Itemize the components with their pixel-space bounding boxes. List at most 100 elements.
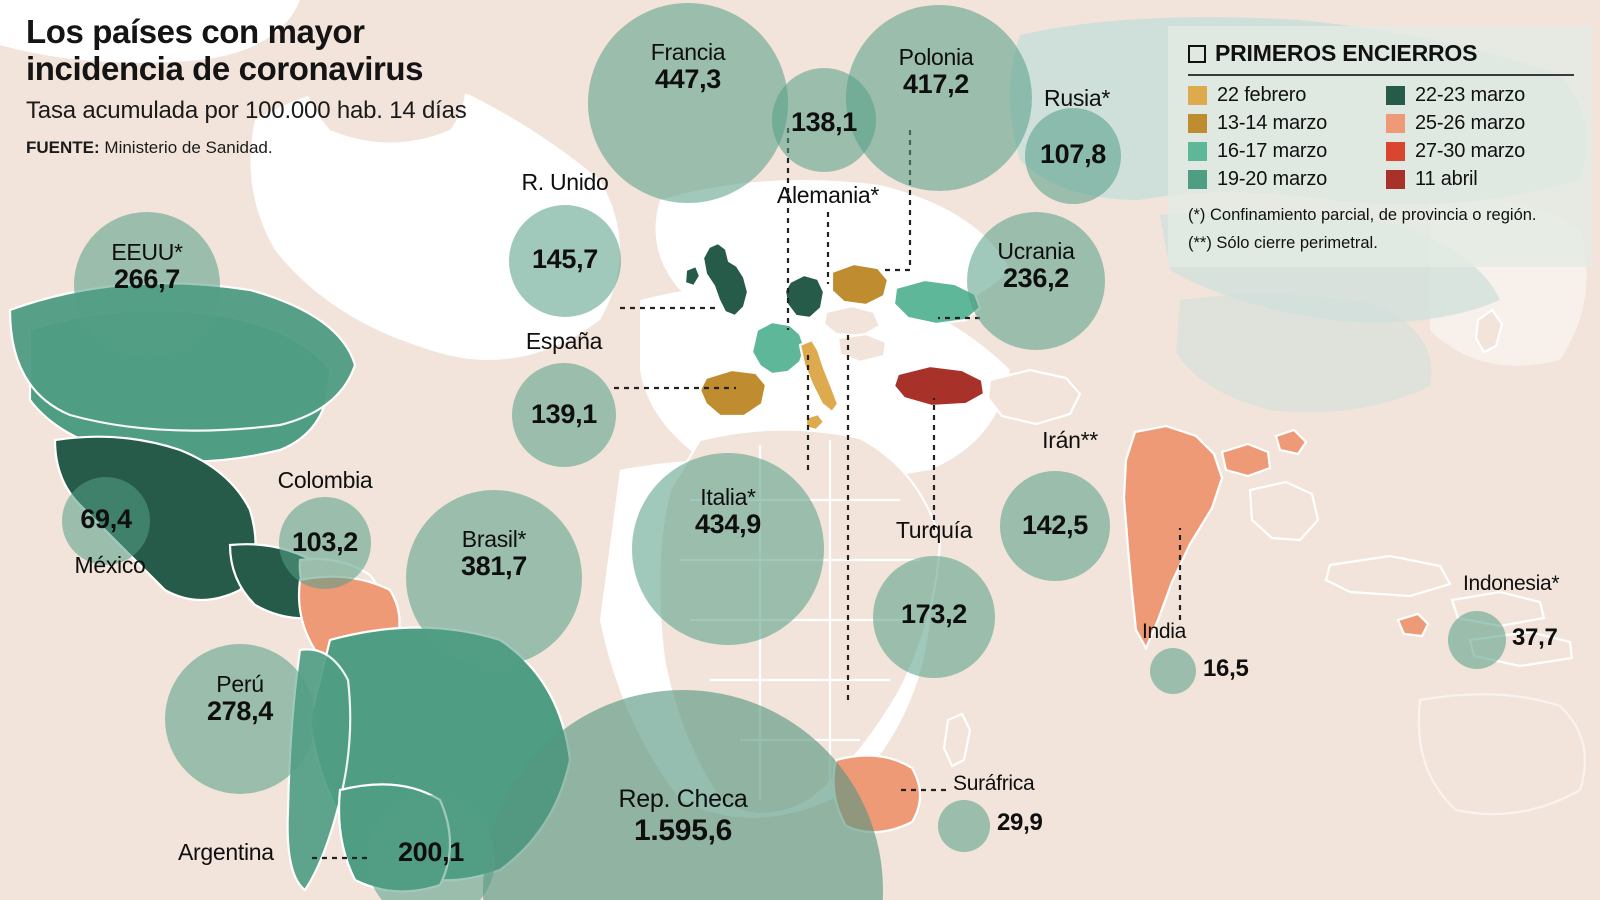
legend-item-1[interactable]: 13-14 marzo: [1188, 112, 1376, 135]
bubble-country-india: India: [1142, 620, 1187, 643]
legend-item-2[interactable]: 16-17 marzo: [1188, 140, 1376, 163]
bubble-polonia[interactable]: [846, 5, 1032, 191]
bubble-runido[interactable]: [509, 205, 621, 317]
legend-item-0[interactable]: 22 febrero: [1188, 84, 1376, 107]
bubble-country-eeuu: EEUU*: [111, 239, 183, 265]
bubble-italia[interactable]: [632, 453, 824, 645]
bubble-eeuu[interactable]: [74, 212, 220, 358]
legend-note-0: (*) Confinamiento parcial, de provincia …: [1188, 206, 1537, 224]
bubble-label-surafrica: Suráfrica: [953, 772, 1035, 795]
page-title: Los países con mayor incidencia de coron…: [26, 13, 556, 88]
page-subtitle: Tasa acumulada por 100.000 hab. 14 días: [26, 96, 467, 124]
legend-notes: (*) Confinamiento parcial, de provincia …: [1188, 205, 1574, 253]
bubble-turquia[interactable]: [873, 556, 995, 678]
legend-divider: [1188, 74, 1574, 76]
bubble-label-colombia: Colombia: [278, 467, 373, 493]
bubble-iran[interactable]: [1000, 471, 1110, 581]
bubble-label-peru: Perú 278,4: [207, 671, 273, 727]
legend-item-4[interactable]: 22-23 marzo: [1386, 84, 1574, 107]
bubble-value-wrap-rusia: 107,8: [1040, 139, 1106, 170]
bubble-espana[interactable]: [512, 363, 616, 467]
bubble-country-brasil: Brasil*: [461, 526, 527, 552]
bubble-value-wrap-espana: 139,1: [531, 399, 597, 430]
bubble-label-italia: Italia* 434,9: [695, 484, 761, 540]
bubble-value-ucrania: 236,2: [1002, 263, 1070, 294]
bubble-value-eeuu: 266,7: [113, 264, 181, 295]
bubble-mexico[interactable]: [62, 477, 150, 565]
source-line: FUENTE: Ministerio de Sanidad.: [26, 138, 556, 158]
bubble-colombia[interactable]: [279, 497, 371, 589]
bubble-country-espana: España: [525, 328, 603, 354]
bubble-brasil[interactable]: [406, 490, 582, 666]
legend-swatch-icon-4: [1386, 86, 1405, 105]
bubble-value-wrap-turquia: 173,2: [900, 599, 968, 630]
legend-label-7: 11 abril: [1415, 168, 1478, 190]
bubble-country-francia: Francia: [650, 39, 726, 65]
legend-swatch-icon-7: [1386, 170, 1405, 189]
bubble-country-rusia: Rusia*: [1044, 85, 1110, 111]
bubble-label-espana: España: [525, 328, 603, 354]
bubble-value-wrap-india: 16,5: [1203, 655, 1249, 682]
legend-label-0: 22 febrero: [1217, 84, 1307, 106]
legend-label-4: 22-23 marzo: [1415, 84, 1526, 106]
bubble-label-polonia: Polonia 417,2: [899, 44, 974, 100]
bubble-peru[interactable]: [165, 644, 315, 794]
legend-swatch-icon-3: [1188, 170, 1207, 189]
bubble-value-wrap-argentina: 200,1: [397, 837, 465, 868]
bubble-value-mexico: 69,4: [80, 504, 132, 534]
bubble-label-rusia: Rusia*: [1044, 85, 1110, 111]
header-block: Los países con mayor incidencia de coron…: [26, 13, 556, 158]
bubble-label-argentina: Argentina: [178, 839, 274, 865]
title-line-2: incidencia de coronavirus: [26, 49, 424, 87]
bubble-label-ucrania: Ucrania 236,2: [997, 238, 1075, 294]
bubble-value-indonesia: 37,7: [1512, 624, 1558, 651]
bubble-label-india: India: [1142, 620, 1186, 643]
legend-item-5[interactable]: 25-26 marzo: [1386, 112, 1574, 135]
bubble-value-brasil: 381,7: [460, 551, 528, 582]
bubble-argentina[interactable]: [367, 795, 495, 900]
bubble-value-colombia: 103,2: [291, 527, 359, 557]
bubble-value-india: 16,5: [1203, 655, 1249, 682]
legend-heading-row: PRIMEROS ENCIERROS: [1188, 40, 1574, 67]
legend-item-3[interactable]: 19-20 marzo: [1188, 168, 1376, 191]
bubble-surafrica[interactable]: [938, 800, 990, 852]
legend-item-7[interactable]: 11 abril: [1386, 168, 1574, 191]
legend-label-3: 19-20 marzo: [1217, 168, 1328, 190]
bubble-country-iran: Irán**: [1042, 427, 1098, 453]
bubble-value-argentina: 200,1: [397, 837, 465, 867]
legend-label-1: 13-14 marzo: [1217, 112, 1328, 134]
bubble-country-runido: R. Unido: [521, 169, 609, 195]
bubble-india[interactable]: [1150, 648, 1196, 694]
legend-panel: PRIMEROS ENCIERROS 22 febrero 13-14 marz…: [1168, 26, 1592, 268]
bubble-value-wrap-alemania: 138,1: [791, 107, 857, 138]
bubble-label-eeuu: EEUU* 266,7: [111, 239, 183, 295]
bubble-francia[interactable]: [588, 3, 788, 203]
legend-column-left: 22 febrero 13-14 marzo 16-17 marzo 19-20…: [1188, 84, 1376, 196]
bubble-value-polonia: 417,2: [902, 69, 970, 100]
source-value: Ministerio de Sanidad.: [104, 137, 273, 157]
bubble-value-wrap-surafrica: 29,9: [997, 809, 1043, 836]
bubble-ucrania[interactable]: [967, 212, 1105, 350]
legend-note-1: (**) Sólo cierre perimetral.: [1188, 234, 1378, 253]
bubble-country-indonesia: Indonesia*: [1463, 572, 1560, 595]
legend-item-6[interactable]: 27-30 marzo: [1386, 140, 1574, 163]
bubble-value-surafrica: 29,9: [997, 809, 1043, 836]
bubble-country-turquia: Turquía: [895, 517, 973, 543]
bubble-alemania[interactable]: [772, 68, 876, 172]
bubble-rusia[interactable]: [1025, 108, 1121, 204]
bubble-value-iran: 142,5: [1021, 510, 1089, 540]
source-label: FUENTE:: [26, 137, 100, 157]
bubble-country-italia: Italia*: [700, 484, 756, 510]
bubble-value-francia: 447,3: [654, 64, 722, 95]
bubble-value-turquia: 173,2: [900, 599, 968, 629]
bubble-value-wrap-iran: 142,5: [1021, 510, 1089, 541]
legend-label-6: 27-30 marzo: [1415, 140, 1526, 162]
bubble-indonesia[interactable]: [1448, 611, 1506, 669]
square-outline-icon: [1188, 44, 1206, 63]
bubble-country-ucrania: Ucrania: [997, 238, 1075, 264]
legend-swatch-icon-1: [1188, 114, 1207, 133]
legend-swatch-icon-2: [1188, 142, 1207, 161]
bubble-label-brasil: Brasil* 381,7: [460, 526, 528, 582]
legend-heading: PRIMEROS ENCIERROS: [1215, 40, 1478, 66]
title-line-1: Los países con mayor: [26, 13, 365, 50]
